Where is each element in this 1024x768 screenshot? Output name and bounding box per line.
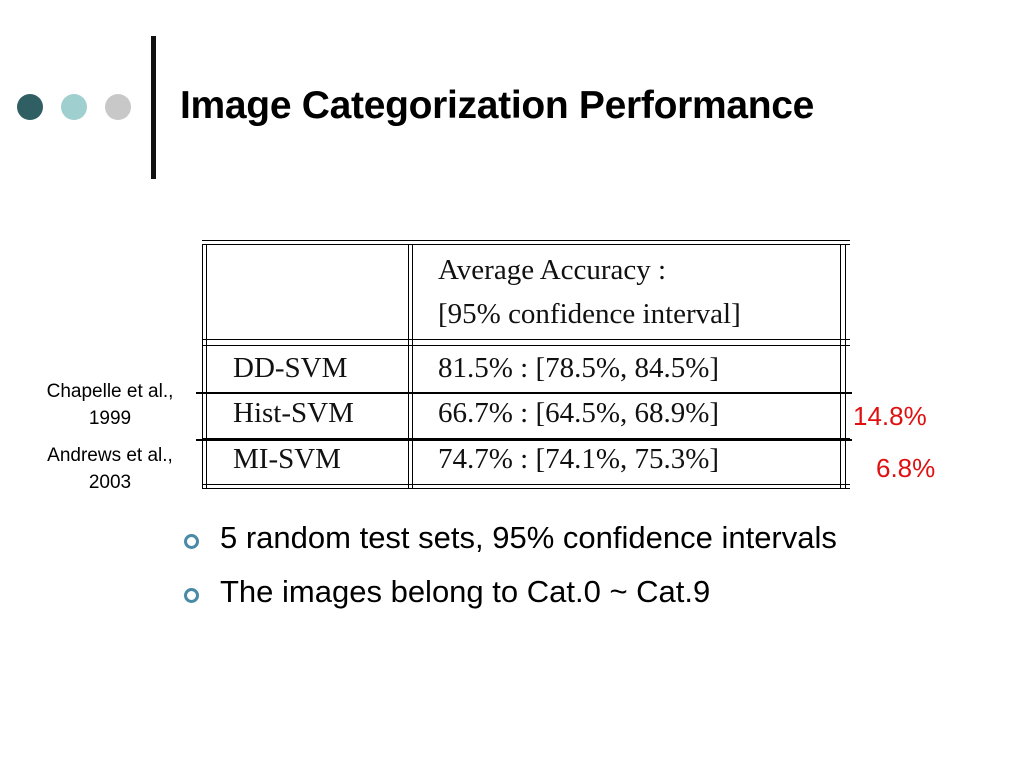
table-rule xyxy=(202,484,850,485)
table-header-line2: [95% confidence interval] xyxy=(438,298,741,330)
accuracy-cell: 81.5% : [78.5%, 84.5%] xyxy=(438,352,720,384)
bullet-text: 5 random test sets, 95% confidence inter… xyxy=(220,520,837,555)
table-rule xyxy=(408,244,409,488)
citation-andrews: Andrews et al., 2003 xyxy=(20,442,200,496)
table-rule xyxy=(845,244,846,488)
citation-chapelle: Chapelle et al., 1999 xyxy=(20,378,200,432)
table-rule xyxy=(202,345,850,346)
table-rule xyxy=(412,244,413,488)
citation-line: 1999 xyxy=(88,408,132,429)
slide-title: Image Categorization Performance xyxy=(180,84,815,127)
method-cell: DD-SVM xyxy=(233,352,348,384)
table-rule xyxy=(840,244,841,488)
bullet-ring-icon xyxy=(184,534,199,549)
method-cell: MI-SVM xyxy=(233,443,341,475)
decor-dot-light xyxy=(61,94,87,120)
title-divider xyxy=(151,36,156,179)
citation-line: Andrews et al., xyxy=(47,445,173,466)
table-rule xyxy=(202,438,850,439)
accuracy-cell: 74.7% : [74.1%, 75.3%] xyxy=(438,443,720,475)
results-table: Average Accuracy : [95% confidence inter… xyxy=(200,238,852,493)
table-rule xyxy=(202,244,850,245)
bullet-ring-icon xyxy=(184,588,199,603)
hist-difference: 14.8% xyxy=(853,401,927,431)
accuracy-cell: 66.7% : [64.5%, 68.9%] xyxy=(438,397,720,429)
bullet-text: The images belong to Cat.0 ~ Cat.9 xyxy=(220,574,711,609)
citation-connector xyxy=(196,439,852,441)
citation-line: Chapelle et al., xyxy=(46,381,174,402)
table-rule xyxy=(202,244,203,488)
method-cell: Hist-SVM xyxy=(233,397,354,429)
table-header-line1: Average Accuracy : xyxy=(438,254,667,286)
table-rule xyxy=(202,339,850,340)
table-rule xyxy=(202,488,850,489)
mi-difference: 6.8% xyxy=(876,453,936,483)
citation-connector xyxy=(196,392,852,394)
decor-dot-gray xyxy=(105,94,131,120)
citation-line: 2003 xyxy=(88,472,132,493)
table-rule xyxy=(202,240,850,241)
decor-dot-dark xyxy=(17,94,43,120)
table-rule xyxy=(206,244,207,488)
